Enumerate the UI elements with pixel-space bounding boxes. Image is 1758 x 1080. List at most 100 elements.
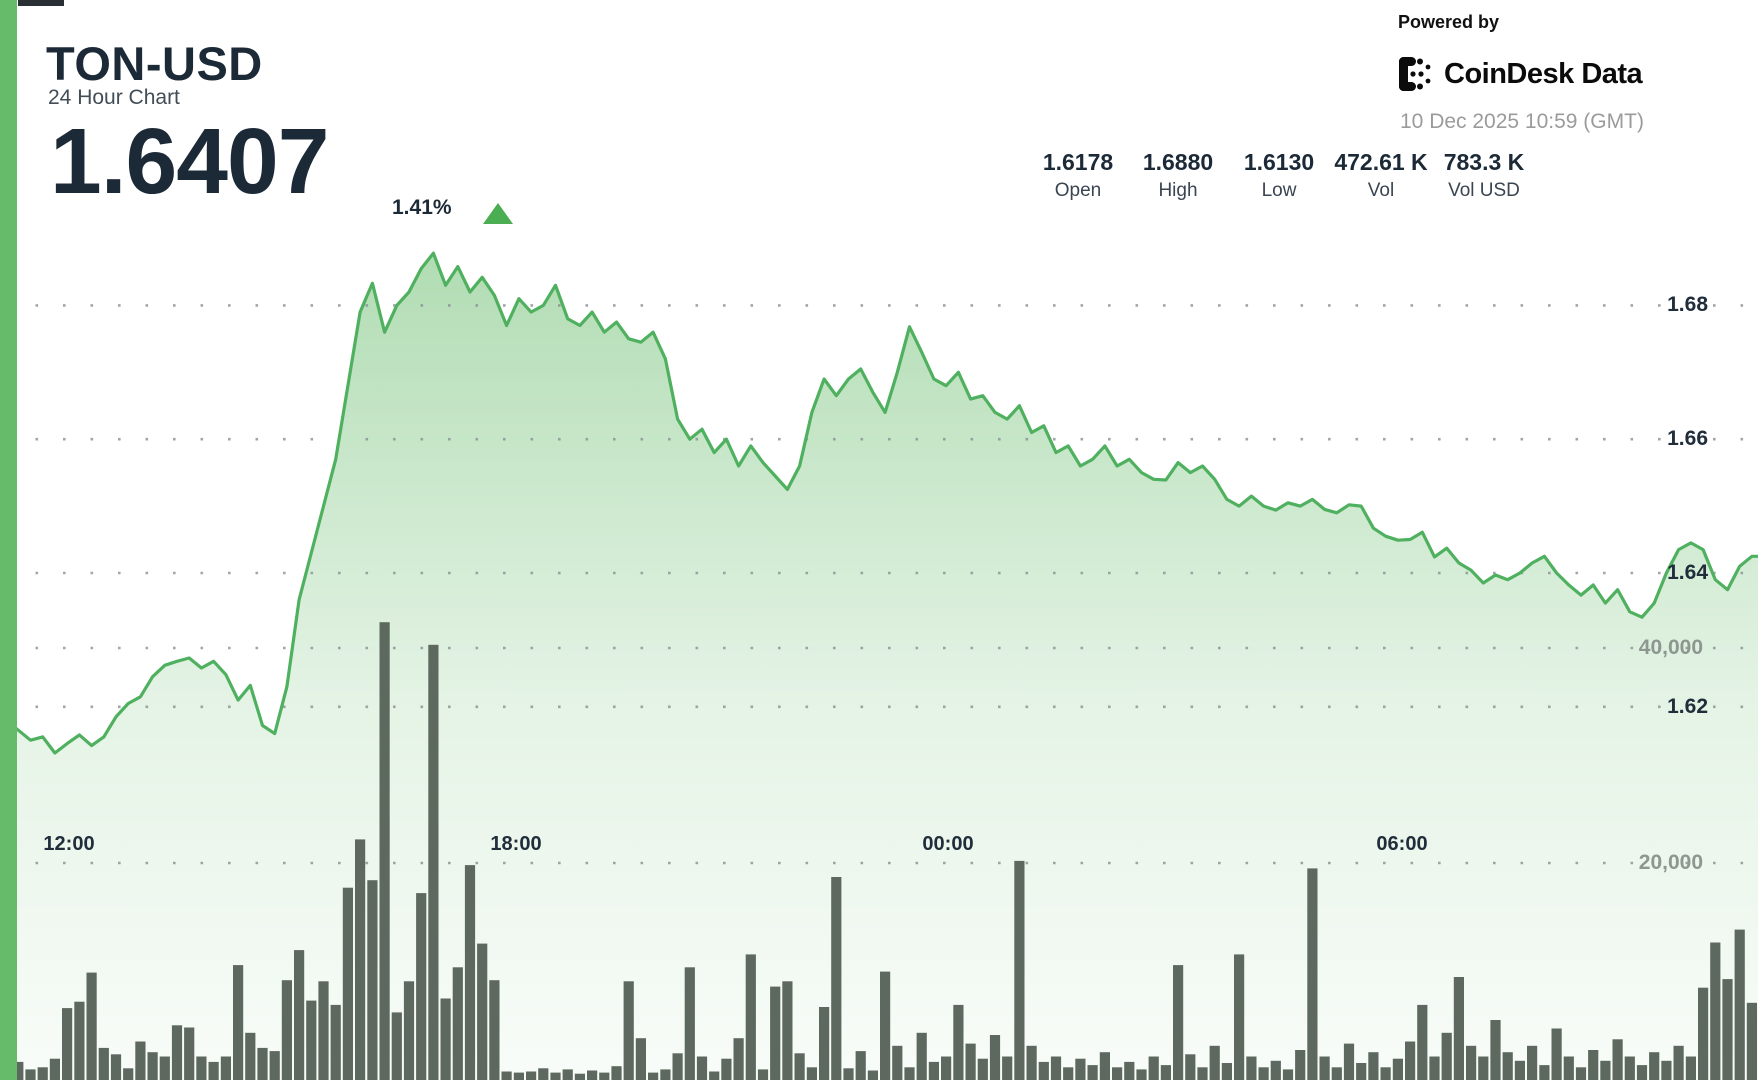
- volume-bar: [1112, 1067, 1123, 1080]
- volume-bar: [599, 1072, 610, 1080]
- volume-bar: [1734, 929, 1745, 1080]
- price-axis-tick: 1.66: [1667, 427, 1708, 450]
- volume-bar: [416, 893, 427, 1080]
- volume-bar: [1502, 1052, 1513, 1080]
- volume-bar: [611, 1066, 622, 1080]
- volume-bar: [721, 1058, 732, 1080]
- volume-bar: [1612, 1039, 1623, 1080]
- volume-bar: [1209, 1045, 1220, 1080]
- volume-bar: [1417, 1004, 1428, 1080]
- volume-bars: [1, 622, 1757, 1080]
- volume-bar: [867, 1070, 878, 1080]
- volume-bar: [1710, 942, 1721, 1080]
- volume-bar: [965, 1043, 976, 1080]
- volume-bar: [1563, 1056, 1574, 1080]
- volume-bar: [1698, 987, 1709, 1080]
- top-edge-artifact: [18, 0, 64, 6]
- stat-vol-usd: 783.3 K Vol USD: [1444, 148, 1525, 206]
- price-line: [0, 251, 1758, 755]
- volume-bar: [1099, 1052, 1110, 1080]
- volume-bar: [37, 1067, 48, 1080]
- volume-bar: [977, 1058, 988, 1080]
- volume-bar: [49, 1058, 60, 1080]
- volume-bar: [1282, 1069, 1294, 1080]
- volume-bar: [709, 1071, 720, 1080]
- chart-subtitle: 24 Hour Chart: [48, 86, 180, 109]
- stat-open-value: 1.6178: [1042, 149, 1114, 175]
- volume-bar: [1270, 1060, 1281, 1080]
- volume-bar: [1392, 1058, 1403, 1080]
- price-axis-tick: 1.64: [1667, 561, 1708, 584]
- volume-bar: [123, 1068, 134, 1080]
- volume-bar: [806, 1067, 817, 1080]
- volume-bar: [782, 981, 793, 1080]
- price-area-fill: [0, 253, 1758, 1080]
- volume-bar: [538, 1068, 549, 1080]
- time-axis-tick: 00:00: [922, 833, 974, 855]
- volume-bar: [880, 971, 891, 1080]
- volume-bar: [1356, 1063, 1367, 1080]
- volume-bar: [855, 1051, 866, 1080]
- volume-bar: [1319, 1056, 1330, 1080]
- volume-bar: [1661, 1060, 1672, 1080]
- current-price: 1.6407: [50, 109, 329, 213]
- provider-name: CoinDesk Data: [1444, 57, 1643, 90]
- volume-bar: [25, 1069, 36, 1080]
- volume-bar: [62, 1008, 73, 1080]
- volume-bar: [562, 1069, 573, 1080]
- volume-bar: [916, 1032, 927, 1080]
- stat-vol-label: Vol: [1367, 180, 1395, 201]
- volume-bar: [831, 877, 842, 1080]
- stat-low-label: Low: [1261, 180, 1297, 201]
- volume-bar: [1258, 1067, 1269, 1080]
- volume-bar: [1234, 954, 1245, 1080]
- volume-bar: [281, 980, 292, 1080]
- volume-bar: [1014, 860, 1025, 1080]
- powered-by-label: Powered by: [1398, 12, 1500, 32]
- provider-logo[interactable]: CoinDesk Data: [1396, 54, 1643, 94]
- volume-bar: [245, 1032, 256, 1080]
- volume-bar: [1148, 1056, 1159, 1080]
- volume-bar: [379, 622, 390, 1080]
- time-axis-tick: 12:00: [43, 833, 95, 855]
- volume-bar: [501, 1071, 512, 1080]
- volume-bar: [794, 1053, 805, 1080]
- volume-bar: [1063, 1067, 1074, 1080]
- volume-bar: [1636, 1065, 1648, 1080]
- volume-bar: [1478, 1056, 1489, 1080]
- volume-bar: [1343, 1043, 1355, 1080]
- volume-bar: [1246, 1056, 1257, 1080]
- volume-bar: [1649, 1052, 1660, 1080]
- price-up-arrow-icon: [483, 203, 513, 224]
- volume-bar: [171, 1025, 183, 1080]
- volume-bar: [1575, 1067, 1587, 1080]
- volume-bar: [1466, 1045, 1477, 1080]
- volume-bar: [1160, 1065, 1171, 1080]
- volume-bar: [550, 1072, 561, 1080]
- volume-bar: [1197, 1067, 1208, 1080]
- volume-bar: [1331, 1067, 1342, 1080]
- stat-vol: 472.61 K Vol: [1334, 148, 1427, 206]
- stat-open-label: Open: [1054, 180, 1102, 201]
- volume-bar: [452, 967, 463, 1080]
- volume-bar: [1185, 1054, 1196, 1080]
- volume-bar: [1429, 1056, 1440, 1080]
- volume-axis-tick: 20,000: [1638, 851, 1703, 874]
- volume-bar: [1514, 1060, 1525, 1080]
- volume-bar: [391, 1012, 402, 1080]
- coindesk-logo-icon: [1399, 57, 1431, 91]
- volume-bar: [928, 1061, 939, 1080]
- stat-high-value: 1.6880: [1142, 149, 1214, 175]
- volume-bar: [1002, 1056, 1013, 1080]
- volume-bar: [843, 1068, 854, 1080]
- volume-bar: [1380, 1067, 1391, 1080]
- volume-bar: [989, 1035, 1001, 1080]
- volume-bar: [355, 839, 366, 1080]
- volume-bar: [1539, 1065, 1550, 1080]
- volume-bar: [941, 1056, 952, 1080]
- stat-vol-usd-value: 783.3 K: [1443, 149, 1525, 175]
- stat-low: 1.6130 Low: [1244, 148, 1314, 206]
- volume-bar: [1746, 1002, 1757, 1080]
